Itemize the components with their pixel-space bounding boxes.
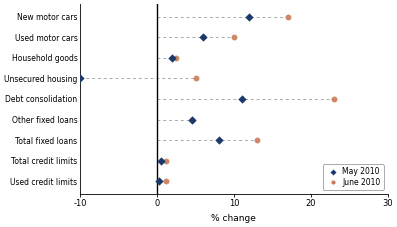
Point (246, 15, 252, 18)
Point (163, 180, 170, 183)
Point (285, 15, 291, 18)
Point (254, 138, 260, 142)
Point (231, 35, 237, 39)
Point (77, 76, 83, 80)
Point (200, 35, 206, 39)
Point (331, 97, 337, 101)
Point (192, 76, 198, 80)
Point (158, 159, 164, 163)
Point (189, 118, 195, 121)
Point (239, 97, 245, 101)
Legend: May 2010, June 2010: May 2010, June 2010 (322, 164, 384, 190)
Point (156, 180, 163, 183)
Point (189, 118, 195, 121)
Point (216, 138, 222, 142)
X-axis label: % change: % change (212, 214, 256, 223)
Point (169, 56, 175, 59)
Point (173, 56, 179, 59)
Point (163, 159, 170, 163)
